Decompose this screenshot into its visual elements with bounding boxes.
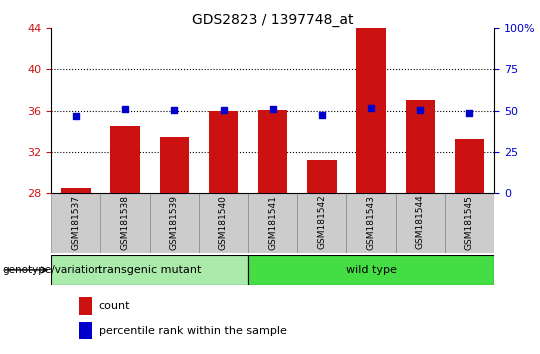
Bar	[347, 193, 396, 253]
Point	[121, 106, 130, 112]
Text: count: count	[99, 301, 130, 311]
Bar	[61, 188, 91, 193]
Point	[170, 107, 179, 113]
Bar	[199, 193, 248, 253]
Bar	[110, 126, 140, 193]
Bar	[248, 255, 494, 285]
Point	[72, 113, 80, 119]
Text: GSM181537: GSM181537	[71, 195, 80, 250]
Text: GSM181538: GSM181538	[120, 195, 130, 250]
Text: wild type: wild type	[346, 265, 396, 275]
Bar	[51, 193, 100, 253]
Bar	[79, 322, 92, 339]
Bar	[100, 193, 150, 253]
Point	[416, 107, 424, 113]
Text: GSM181540: GSM181540	[219, 195, 228, 250]
Bar	[79, 297, 92, 315]
Point	[318, 112, 326, 118]
Bar	[445, 193, 494, 253]
Text: GSM181542: GSM181542	[318, 195, 326, 250]
Text: transgenic mutant: transgenic mutant	[98, 265, 201, 275]
Point	[219, 107, 228, 113]
Bar	[307, 160, 336, 193]
Text: percentile rank within the sample: percentile rank within the sample	[99, 326, 287, 336]
Title: GDS2823 / 1397748_at: GDS2823 / 1397748_at	[192, 13, 354, 27]
Bar	[51, 255, 248, 285]
Point	[465, 110, 474, 115]
Text: GSM181545: GSM181545	[465, 195, 474, 250]
Bar	[159, 137, 189, 193]
Text: GSM181544: GSM181544	[416, 195, 425, 250]
Bar	[356, 28, 386, 193]
Text: GSM181539: GSM181539	[170, 195, 179, 250]
Text: GSM181543: GSM181543	[367, 195, 376, 250]
Bar	[396, 193, 445, 253]
Point	[268, 106, 277, 112]
Bar	[298, 193, 347, 253]
Bar	[258, 110, 287, 193]
Text: GSM181541: GSM181541	[268, 195, 277, 250]
Bar	[455, 139, 484, 193]
Bar	[248, 193, 298, 253]
Text: genotype/variation: genotype/variation	[3, 265, 102, 275]
Bar	[150, 193, 199, 253]
Bar	[406, 100, 435, 193]
Bar	[209, 111, 238, 193]
Point	[367, 105, 375, 110]
